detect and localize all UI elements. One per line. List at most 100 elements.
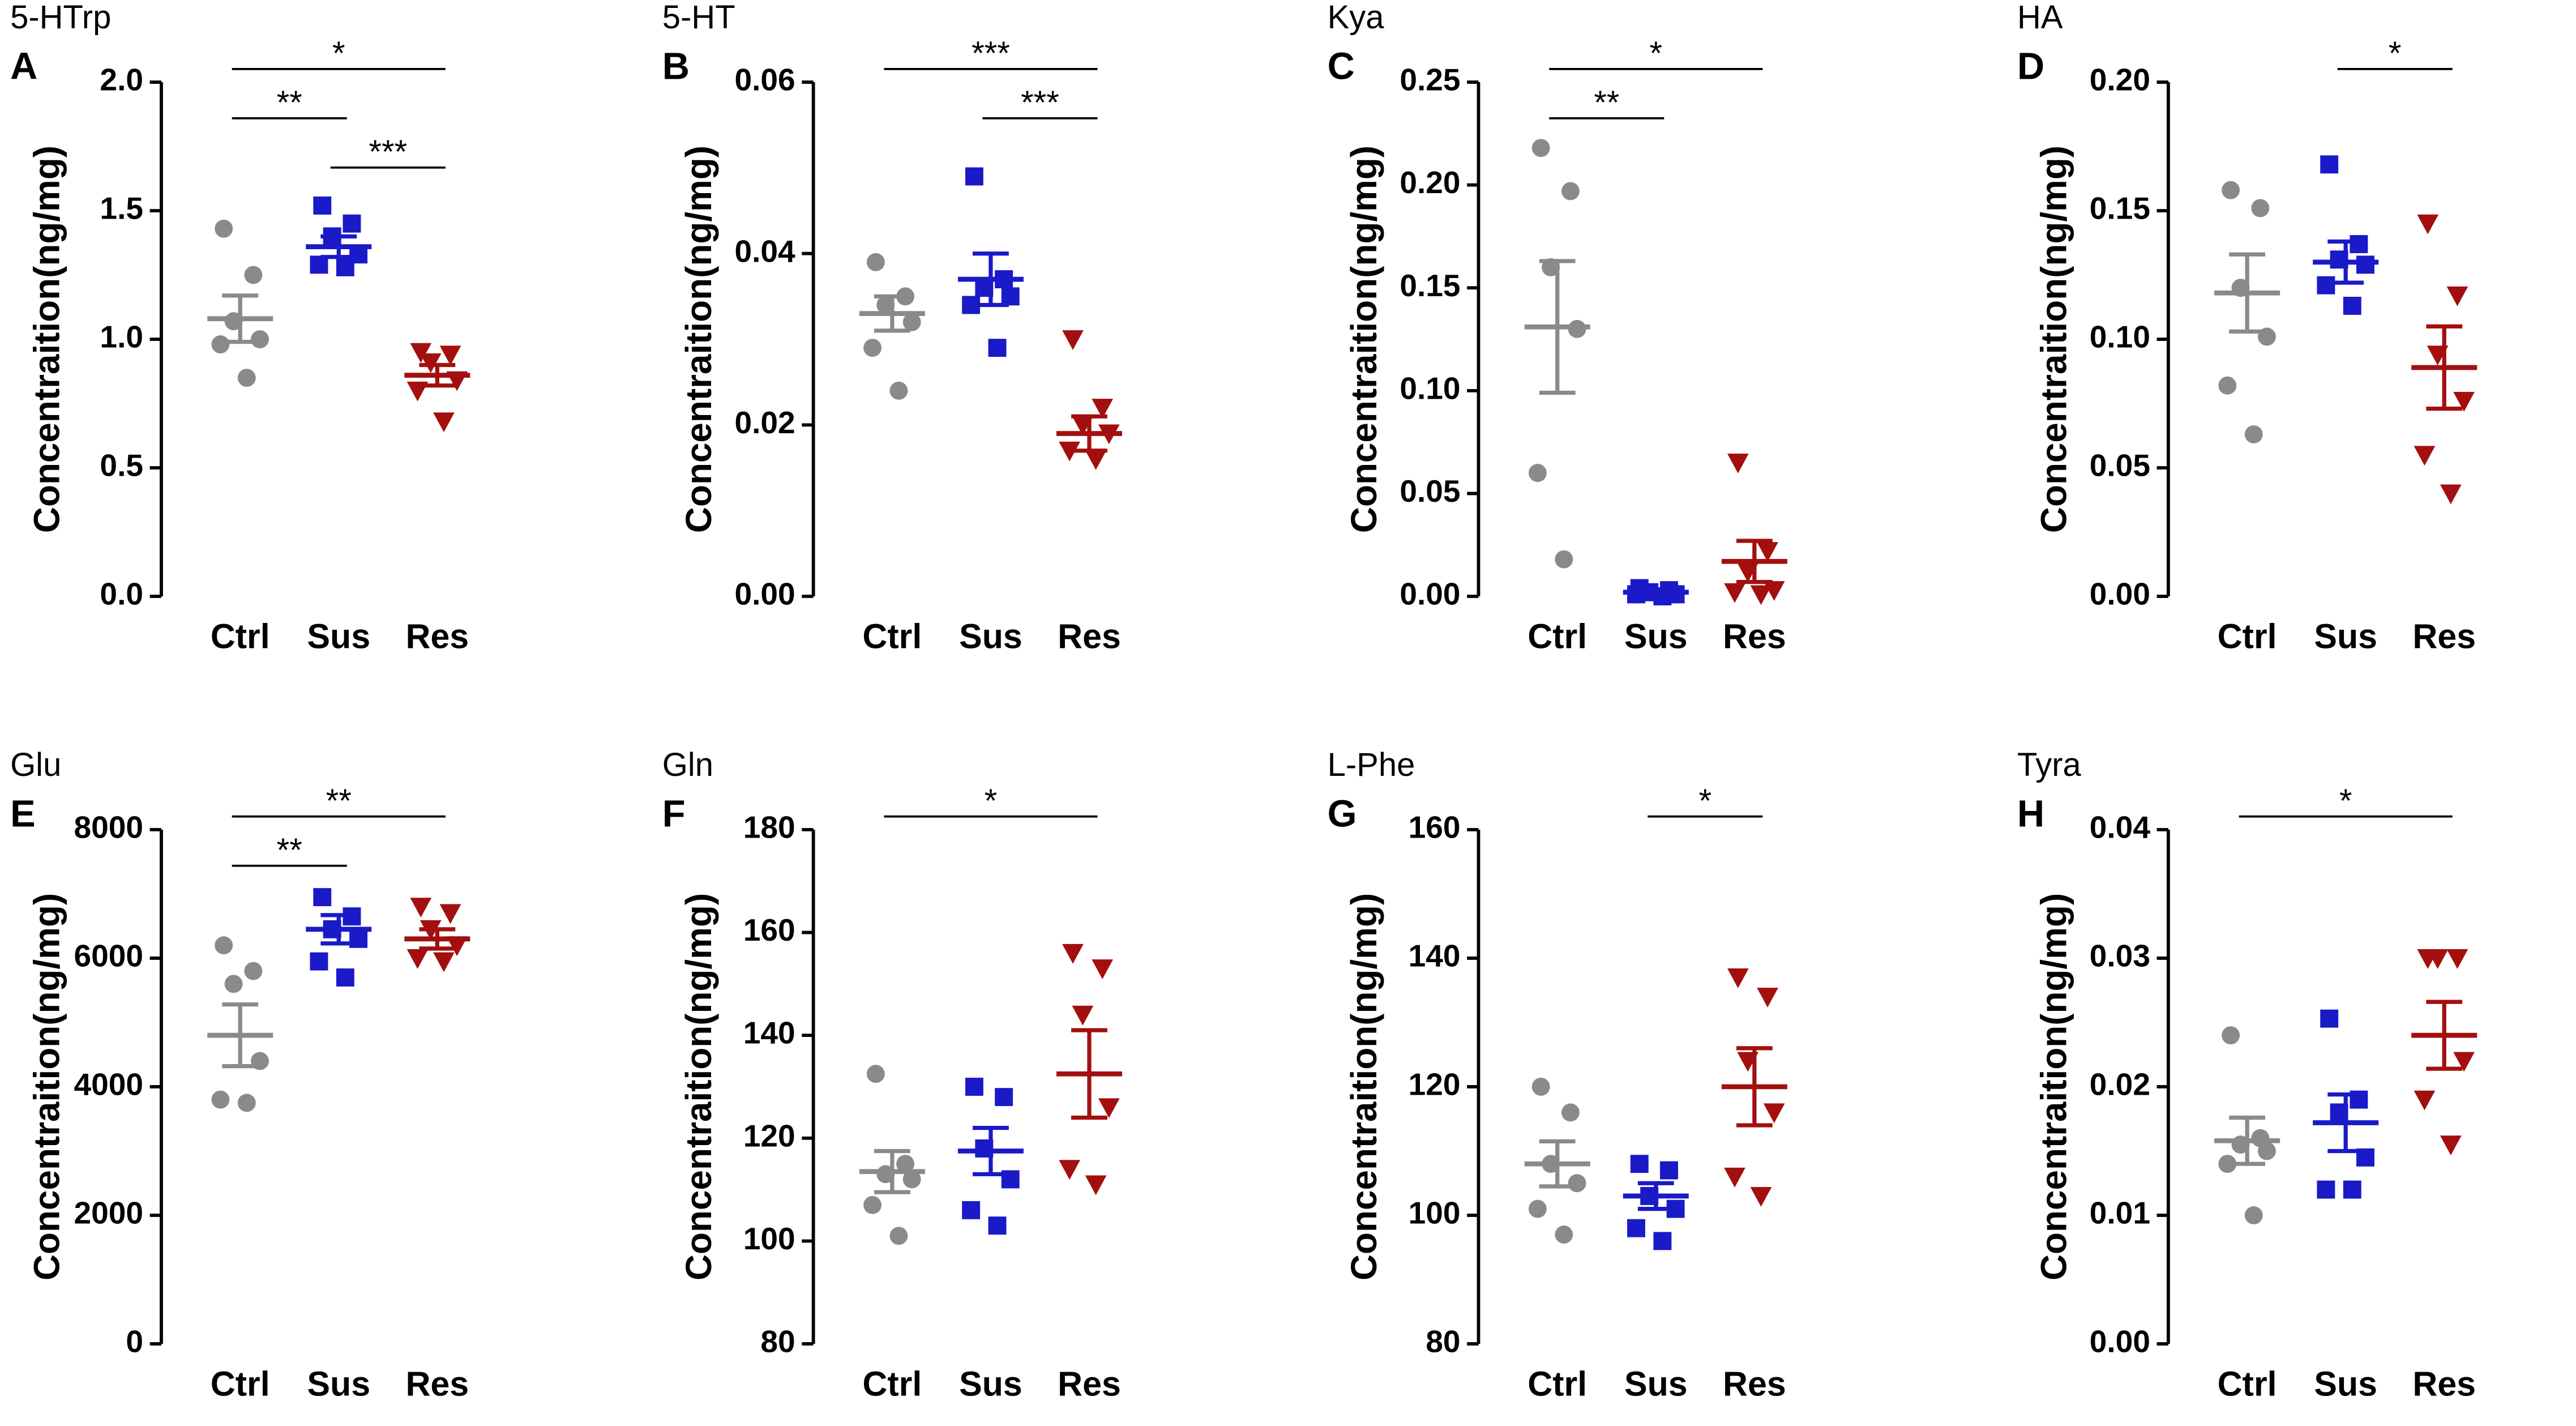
- y-tick-label: 0.03: [2090, 938, 2150, 974]
- error-bar: [320, 913, 357, 946]
- error-bar: [419, 927, 456, 951]
- error-bar: [1071, 414, 1107, 453]
- data-point: [2218, 376, 2237, 395]
- data-point: [211, 1090, 230, 1109]
- y-tick-label: 0.00: [734, 577, 795, 612]
- y-tick-label: 0.00: [1400, 577, 1460, 612]
- y-tick-label: 140: [1409, 938, 1461, 974]
- significance-label: *: [985, 783, 998, 819]
- data-point: [1062, 943, 1084, 964]
- x-tick-label: Ctrl: [211, 617, 270, 656]
- data-point: [2244, 425, 2263, 443]
- x-tick-label: Ctrl: [1527, 1364, 1587, 1403]
- data-point: [215, 936, 233, 955]
- data-point: [2440, 1135, 2462, 1155]
- panel-letter: B: [662, 45, 690, 87]
- data-point: [410, 343, 432, 363]
- data-point: [1653, 1232, 1672, 1250]
- y-tick-label: 80: [760, 1324, 795, 1359]
- significance-label: ***: [972, 35, 1010, 72]
- y-tick-label: 140: [743, 1015, 795, 1051]
- significance-label: ***: [369, 134, 407, 170]
- data-point: [2218, 1155, 2237, 1173]
- y-tick-label: 0.05: [1400, 473, 1460, 509]
- data-point: [1724, 1167, 1745, 1188]
- x-tick-label: Ctrl: [1527, 617, 1587, 656]
- data-point: [244, 962, 263, 980]
- y-tick-label: 1.0: [100, 319, 143, 355]
- y-tick-label: 120: [743, 1118, 795, 1153]
- error-bar: [2229, 1115, 2266, 1166]
- panel-title: HA: [2017, 0, 2063, 36]
- y-tick-label: 0.10: [1400, 370, 1460, 405]
- data-point: [2317, 1180, 2335, 1199]
- data-point: [1528, 1199, 1547, 1218]
- panel-title: Gln: [662, 746, 713, 783]
- data-point: [2414, 446, 2436, 466]
- data-point: [2417, 214, 2439, 234]
- error-bar: [1736, 539, 1773, 584]
- data-point: [866, 253, 885, 271]
- significance-label: *: [1650, 35, 1663, 72]
- panel-letter: H: [2017, 793, 2044, 835]
- error-bar: [222, 1002, 259, 1069]
- data-point: [1660, 1161, 1678, 1180]
- error-bar: [1071, 1028, 1107, 1120]
- data-point: [863, 1196, 882, 1214]
- data-point: [988, 339, 1007, 357]
- data-point: [2356, 255, 2374, 274]
- significance-label: **: [277, 84, 302, 121]
- data-point: [988, 1216, 1007, 1235]
- y-tick-label: 2.0: [100, 62, 143, 97]
- significance-label: *: [2339, 783, 2352, 819]
- error-bar: [874, 1149, 910, 1194]
- x-tick-label: Res: [2412, 617, 2476, 656]
- y-tick-label: 160: [1409, 810, 1461, 845]
- x-tick-label: Sus: [307, 1364, 370, 1403]
- data-point: [1001, 287, 1020, 306]
- data-point: [2343, 1180, 2361, 1199]
- y-tick-label: 0.10: [2090, 319, 2150, 355]
- y-tick-label: 0.25: [1400, 62, 1460, 97]
- data-point: [1555, 1226, 1573, 1244]
- panel: D HA Concentraition(ng/mg) 0.00 0.05 0.10 0.15…: [2017, 0, 2477, 656]
- data-point: [215, 219, 233, 238]
- data-point: [902, 1170, 921, 1189]
- x-tick-label: Ctrl: [2218, 617, 2277, 656]
- y-tick-label: 0.02: [2090, 1067, 2150, 1102]
- data-point: [433, 952, 455, 972]
- x-tick-label: Res: [1058, 617, 1121, 656]
- data-point: [866, 1065, 885, 1083]
- error-bar: [2229, 252, 2266, 334]
- y-tick-label: 0.15: [2090, 191, 2150, 226]
- panel-title: 5-HT: [662, 0, 735, 36]
- x-tick-label: Ctrl: [862, 617, 922, 656]
- error-bar: [1736, 1046, 1773, 1128]
- panel-title: 5-HTrp: [10, 0, 111, 36]
- data-point: [1072, 1005, 1094, 1026]
- significance-label: **: [326, 783, 352, 819]
- data-point: [2453, 392, 2475, 412]
- data-point: [896, 1155, 915, 1173]
- x-tick-label: Sus: [959, 617, 1022, 656]
- data-point: [1085, 450, 1107, 470]
- data-point: [2440, 484, 2462, 505]
- y-tick-label: 0.00: [2090, 577, 2150, 612]
- significance-label: ***: [1021, 84, 1059, 121]
- data-point: [863, 339, 882, 357]
- data-point: [439, 904, 461, 924]
- data-point: [2350, 235, 2368, 254]
- data-point: [251, 330, 269, 348]
- data-point: [965, 167, 983, 186]
- data-point: [1531, 139, 1550, 157]
- error-bar: [2327, 239, 2364, 285]
- data-point: [1727, 968, 1749, 988]
- panel: A 5-HTrp Concentraition(ng/mg) 0.0 0.5 1.0 1.5…: [10, 0, 470, 656]
- x-tick-label: Res: [1723, 617, 1786, 656]
- y-tick-label: 0.20: [1400, 165, 1460, 200]
- data-point: [1531, 1078, 1550, 1096]
- error-bar: [320, 234, 357, 259]
- x-tick-label: Sus: [307, 617, 370, 656]
- data-point: [962, 1201, 981, 1219]
- data-point: [244, 266, 263, 284]
